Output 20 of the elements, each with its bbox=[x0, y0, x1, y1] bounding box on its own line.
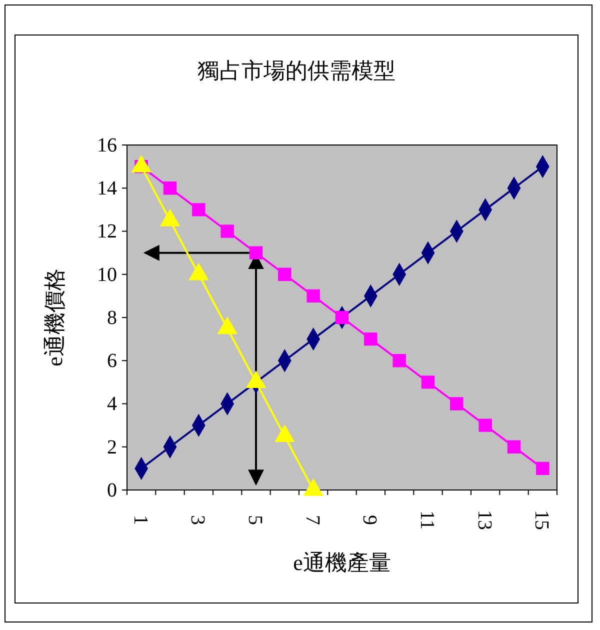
x-tick-label: 7 bbox=[301, 515, 324, 525]
y-tick-label: 4 bbox=[107, 393, 117, 416]
x-tick-label: 13 bbox=[473, 510, 496, 530]
y-tick-label: 0 bbox=[107, 479, 117, 502]
x-tick-label: 1 bbox=[129, 515, 152, 525]
y-tick-label: 14 bbox=[97, 178, 117, 200]
y-tick-label: 2 bbox=[107, 436, 117, 458]
x-axis-title: e通機產量 bbox=[293, 550, 391, 575]
chart-title: 獨占市場的供需模型 bbox=[198, 58, 396, 83]
x-tick-label: 5 bbox=[244, 515, 266, 525]
y-tick-label: 16 bbox=[97, 134, 117, 156]
y-tick-label: 8 bbox=[107, 306, 117, 329]
y-tick-label: 10 bbox=[97, 264, 117, 286]
y-axis-title: e通機價格 bbox=[42, 268, 67, 366]
x-tick-label: 15 bbox=[530, 510, 553, 530]
x-tick-label: 9 bbox=[358, 515, 381, 525]
x-tick-label: 3 bbox=[186, 515, 209, 525]
y-tick-label: 6 bbox=[107, 350, 117, 372]
y-tick-label: 12 bbox=[97, 220, 117, 243]
x-tick-label: 11 bbox=[416, 510, 438, 530]
